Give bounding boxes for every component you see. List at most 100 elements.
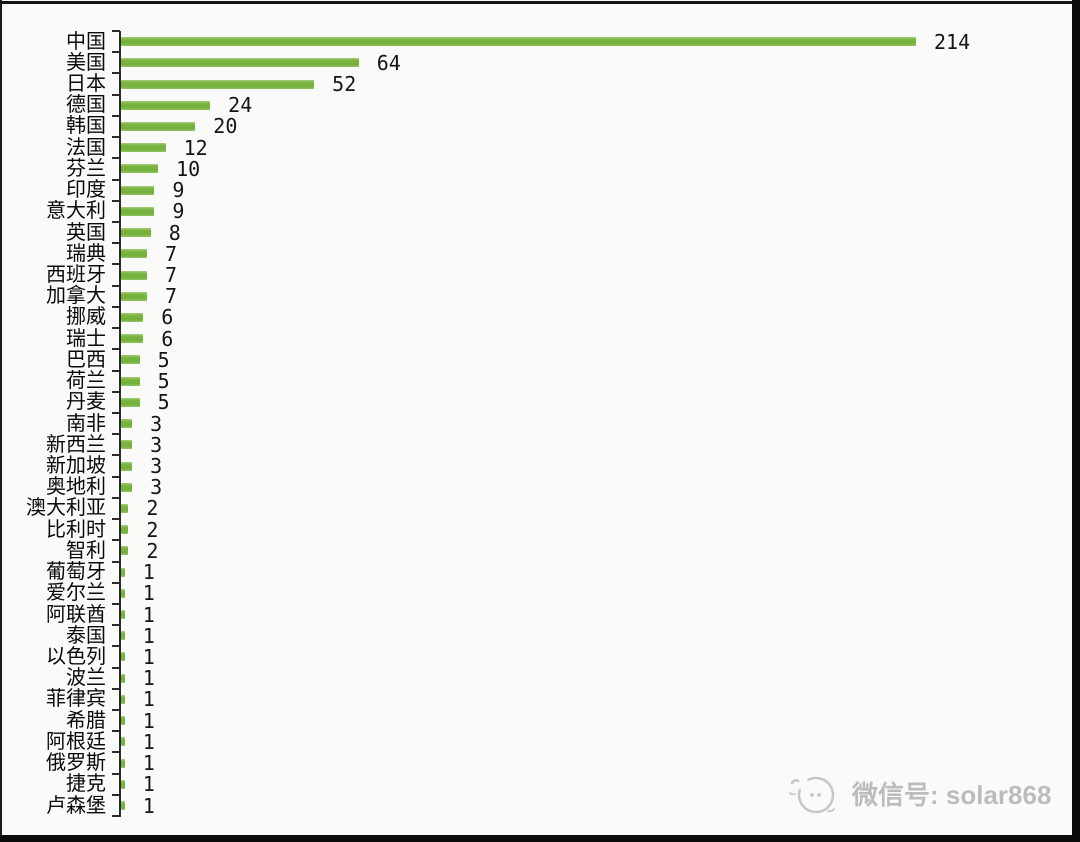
value-label: 6 [161, 305, 174, 330]
bar [121, 164, 159, 174]
category-label: 比利时 [46, 518, 106, 541]
axis-tick [112, 602, 120, 605]
category-label: 希腊 [66, 709, 106, 732]
value-label: 1 [142, 793, 155, 818]
value-label: 3 [150, 475, 163, 500]
bar [121, 440, 133, 450]
value-label: 6 [161, 326, 174, 351]
axis-tick [112, 560, 120, 563]
value-label: 1 [142, 772, 155, 797]
axis-tick [112, 178, 120, 181]
axis-tick [112, 793, 120, 796]
axis-tick [112, 624, 120, 627]
y-axis-line [119, 31, 121, 817]
axis-tick [112, 411, 120, 414]
frame-border-top [0, 1, 1080, 4]
bar [121, 185, 155, 195]
bar [121, 631, 125, 641]
axis-tick [112, 51, 120, 54]
bar [121, 100, 211, 110]
axis-tick [112, 687, 120, 690]
category-label: 巴西 [66, 348, 106, 371]
frame-border-bottom [0, 835, 1080, 842]
bar [121, 312, 144, 322]
frame-border-right [1072, 0, 1080, 842]
bar [121, 206, 155, 216]
category-label: 智利 [66, 539, 106, 562]
bar [121, 482, 133, 492]
axis-tick [112, 772, 120, 775]
bar [121, 376, 140, 386]
value-label: 3 [150, 411, 163, 436]
value-label: 8 [168, 220, 181, 245]
bar [121, 503, 129, 513]
category-label: 英国 [66, 221, 106, 244]
bar [121, 801, 125, 811]
category-label: 美国 [66, 51, 106, 74]
axis-tick [112, 475, 120, 478]
category-label: 中国 [66, 30, 106, 53]
axis-tick [112, 454, 120, 457]
category-label: 波兰 [66, 667, 106, 690]
bar [121, 652, 125, 662]
value-label: 5 [157, 347, 170, 372]
axis-tick [112, 666, 120, 669]
value-label: 7 [165, 241, 178, 266]
axis-tick [112, 30, 120, 32]
category-label: 瑞典 [66, 242, 106, 265]
category-label: 印度 [66, 179, 106, 202]
bar [121, 758, 125, 768]
bar [121, 779, 125, 789]
axis-tick [112, 709, 120, 712]
category-label: 日本 [66, 73, 106, 96]
value-label: 1 [142, 581, 155, 606]
axis-tick [112, 157, 120, 160]
value-label: 1 [142, 623, 155, 648]
bar [121, 525, 129, 535]
value-label: 64 [376, 50, 401, 75]
axis-tick [112, 518, 120, 521]
category-label: 泰国 [66, 624, 106, 647]
category-label: 挪威 [66, 306, 106, 329]
category-label: 瑞士 [66, 327, 106, 350]
category-label: 捷克 [66, 773, 106, 796]
axis-tick [112, 539, 120, 542]
axis-tick [112, 730, 120, 733]
axis-tick [112, 369, 120, 372]
watermark-text: 微信号: solar868 [852, 779, 1052, 810]
bar [121, 567, 125, 577]
axis-tick [112, 581, 120, 584]
category-label: 南非 [66, 412, 106, 435]
bar [121, 716, 125, 726]
bar [121, 694, 125, 704]
bar [121, 58, 359, 68]
category-label: 俄罗斯 [46, 752, 106, 775]
watermark: 微信号: solar868 [788, 768, 1068, 818]
value-label: 2 [146, 496, 159, 521]
bar [121, 249, 147, 259]
bar [121, 143, 166, 153]
axis-tick [112, 348, 120, 351]
value-label: 20 [213, 114, 238, 139]
value-label: 2 [146, 538, 159, 563]
value-label: 3 [150, 454, 163, 478]
bar [121, 228, 151, 238]
category-label: 意大利 [46, 200, 106, 223]
category-label: 葡萄牙 [46, 561, 106, 584]
bar [121, 419, 133, 429]
category-label: 法国 [66, 136, 106, 159]
bar [121, 79, 315, 89]
value-label: 2 [146, 517, 159, 542]
axis-tick [112, 72, 120, 75]
axis-tick [112, 136, 120, 139]
value-label: 12 [183, 135, 208, 160]
category-label: 阿根廷 [46, 730, 106, 753]
value-label: 214 [934, 29, 971, 54]
value-label: 9 [172, 178, 185, 203]
bar [121, 610, 125, 620]
frame-border-left [0, 0, 2, 842]
value-label: 1 [142, 729, 155, 754]
bar [121, 270, 147, 280]
